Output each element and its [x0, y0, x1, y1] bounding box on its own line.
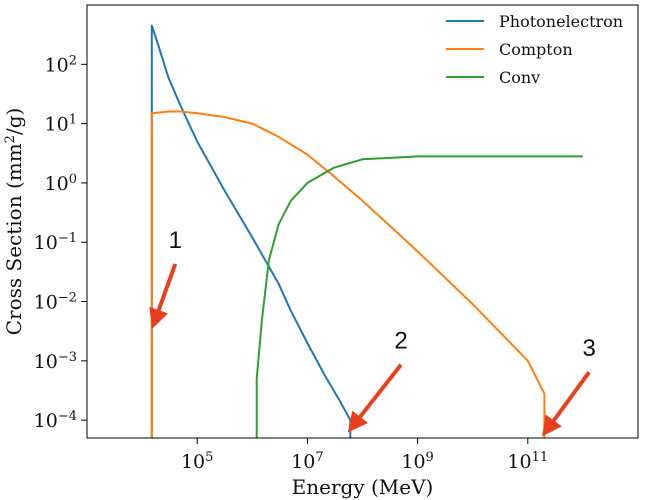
annotation-arrow — [542, 370, 591, 437]
plot-area — [150, 24, 583, 438]
series-line-compton — [150, 110, 546, 438]
y-tick-label: 101 — [45, 112, 77, 136]
y-tick-label-exponent: 2 — [69, 53, 77, 68]
x-tick-label: 1011 — [507, 450, 548, 474]
plot-frame — [86, 4, 639, 439]
y-tick-label-base: 10 — [34, 292, 58, 314]
y-axis-title: Cross Section (mm2/g) — [2, 108, 26, 336]
x-tick-label-base: 10 — [291, 451, 315, 473]
x-tick-label: 105 — [181, 450, 213, 474]
x-axis-title: Energy (MeV) — [292, 475, 434, 499]
y-tick-label-exponent: 1 — [69, 112, 77, 127]
y-tick-label-exponent: −2 — [58, 290, 77, 305]
x-tick-label-exponent: 11 — [532, 450, 549, 465]
y-axis-title-main: Cross Section (mm — [2, 143, 26, 335]
y-tick-label-exponent: 0 — [69, 171, 77, 186]
y-tick-label-base: 10 — [34, 232, 58, 254]
x-tick-label-base: 10 — [507, 451, 531, 473]
series-line-photonelectron — [150, 24, 352, 438]
y-tick-label: 10−2 — [34, 290, 77, 314]
annotation-label: 2 — [394, 328, 407, 355]
y-tick-label-exponent: −1 — [58, 231, 77, 246]
y-tick-label-base: 10 — [45, 54, 69, 76]
y-tick-label-exponent: −4 — [58, 409, 77, 424]
annotation-arrow — [149, 263, 178, 329]
y-tick-label: 10−4 — [34, 409, 77, 433]
series-line-conv — [255, 155, 583, 438]
x-tick-label-base: 10 — [401, 451, 425, 473]
y-tick-label-base: 10 — [45, 173, 69, 195]
x-axis-title-text: Energy (MeV) — [292, 475, 434, 499]
y-tick-label-base: 10 — [45, 114, 69, 136]
x-tick-label-base: 10 — [181, 451, 205, 473]
annotation-arrow — [347, 363, 403, 433]
x-tick-label-exponent: 7 — [315, 450, 323, 465]
x-tick-label-exponent: 9 — [426, 450, 434, 465]
y-tick-label-base: 10 — [34, 410, 58, 432]
annotations: 1 2 3 — [149, 227, 596, 437]
y-tick-label: 100 — [45, 171, 77, 195]
x-tick-label: 109 — [401, 450, 433, 474]
legend-label-conv: Conv — [499, 68, 540, 87]
x-tick-label: 107 — [291, 450, 323, 474]
y-axis-title-tail: /g) — [2, 108, 26, 135]
legend: Photonelectron Compton Conv — [446, 12, 623, 87]
y-tick-label: 10−1 — [34, 231, 77, 255]
y-tick-label-base: 10 — [34, 351, 58, 373]
legend-label-compton: Compton — [499, 40, 573, 59]
y-tick-label: 102 — [45, 53, 77, 77]
annotation-label: 1 — [169, 227, 182, 254]
x-tick-label-exponent: 5 — [205, 450, 213, 465]
legend-label-photonelectron: Photonelectron — [499, 12, 623, 31]
y-axis-title-sup: 2 — [3, 135, 18, 143]
annotation-label: 3 — [582, 335, 595, 362]
y-tick-label-exponent: −3 — [58, 349, 77, 364]
y-tick-label: 10−3 — [34, 349, 77, 373]
x-axis: 105 107 109 1011 — [181, 438, 548, 473]
